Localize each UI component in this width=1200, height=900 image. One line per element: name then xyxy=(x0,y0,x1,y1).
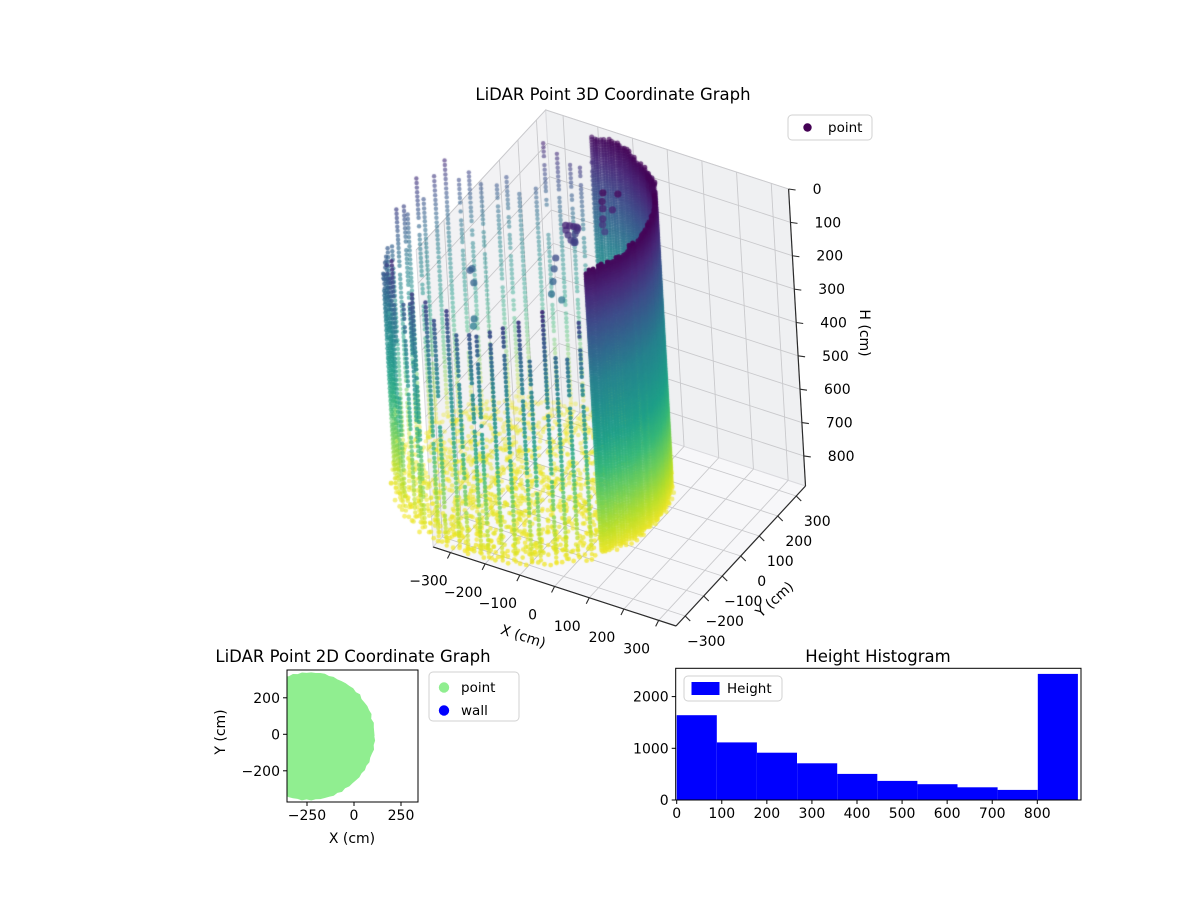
h-tick-mark xyxy=(801,422,809,425)
x-tick-label: −300 xyxy=(409,574,447,590)
x-tick-mark xyxy=(551,586,556,593)
hist-bar xyxy=(877,780,918,800)
y-tick-mark xyxy=(721,575,728,582)
x-tick-label: 100 xyxy=(554,619,581,635)
y-tick-mark xyxy=(777,515,784,522)
x-tick-label-hist: 300 xyxy=(799,806,826,822)
h-tick-label: 800 xyxy=(828,449,855,465)
y-tick-label-hist: 2000 xyxy=(633,690,669,706)
hist-bar xyxy=(676,715,717,800)
x-tick-mark xyxy=(620,608,625,616)
h-tick-mark xyxy=(796,321,804,325)
x-tick-label-hist: 700 xyxy=(979,806,1006,822)
x-tick-label-hist: 800 xyxy=(1024,806,1051,822)
x-tick-label-hist: 400 xyxy=(844,806,871,822)
height-swatch-icon xyxy=(691,682,720,695)
legend-label-wall: wall xyxy=(461,703,488,719)
x-tick-label: −100 xyxy=(479,596,517,612)
legend-label: point xyxy=(828,120,862,136)
y-tick-label: −200 xyxy=(706,614,744,630)
x-tick-label-2d: −250 xyxy=(288,808,326,824)
plot2d-xlabel: X (cm) xyxy=(329,831,375,847)
h-tick-label: 100 xyxy=(814,215,841,231)
h-tick-mark xyxy=(794,288,802,291)
h-tick-mark xyxy=(790,221,798,224)
legend-label-height: Height xyxy=(727,681,772,697)
y-tick-mark xyxy=(795,495,802,502)
point-marker-icon xyxy=(438,682,450,693)
x-tick-label-hist: 0 xyxy=(672,806,681,822)
x-tick-mark xyxy=(516,574,521,582)
h-tick-mark xyxy=(788,188,796,191)
x-tick-mark xyxy=(585,597,590,604)
y-tick-label: 300 xyxy=(804,514,831,530)
h-tick-label: 500 xyxy=(822,349,849,365)
hist-bar xyxy=(997,789,1038,800)
y-tick-label-2d: 200 xyxy=(253,691,280,707)
wall-marker-icon xyxy=(438,705,450,716)
plot3d-title: LiDAR Point 3D Coordinate Graph xyxy=(475,85,750,104)
plot2d-ylabel: Y (cm) xyxy=(213,709,229,755)
y-tick-label: 0 xyxy=(757,574,766,590)
plot3d-xlabel: X (cm) xyxy=(499,622,548,652)
y-tick-mark xyxy=(758,535,765,542)
hist-bar xyxy=(917,784,958,800)
hist-bar xyxy=(1037,673,1078,800)
hist-bar xyxy=(756,752,797,800)
x-tick-mark xyxy=(481,563,486,571)
hist-bar xyxy=(797,763,838,800)
hist-bar xyxy=(837,773,878,800)
x-tick-label: 300 xyxy=(623,641,650,657)
x-tick-label-2d: 250 xyxy=(388,808,415,824)
plot2d-legend[interactable]: point wall xyxy=(428,671,520,722)
y-tick-label-hist: 1000 xyxy=(633,741,669,757)
h-tick-label: 0 xyxy=(813,182,822,198)
x-tick-label: 200 xyxy=(589,630,616,646)
legend-label-point: point xyxy=(461,680,495,696)
y-tick-label: 200 xyxy=(785,534,812,550)
y-tick-label: −300 xyxy=(687,634,725,650)
plot3d-zlabel: H (cm) xyxy=(856,309,872,356)
x-tick-label-hist: 600 xyxy=(934,806,961,822)
h-tick-label: 600 xyxy=(824,382,851,398)
h-tick-mark xyxy=(803,455,811,458)
h-tick-mark xyxy=(799,388,808,391)
h-tick-label: 700 xyxy=(826,416,853,432)
y-tick-label-2d: −200 xyxy=(242,764,280,780)
h-tick-mark xyxy=(798,355,806,358)
histogram-legend[interactable]: Height xyxy=(683,675,783,702)
hist-bar xyxy=(957,787,998,800)
h-tick-mark xyxy=(792,255,800,258)
hist-bar xyxy=(716,742,757,800)
y-tick-label-hist: 0 xyxy=(660,793,669,809)
x-tick-mark xyxy=(446,552,451,559)
plot2d-title: LiDAR Point 2D Coordinate Graph xyxy=(215,647,490,666)
y-tick-mark xyxy=(740,555,747,562)
point-marker-icon xyxy=(803,123,812,132)
x-tick-label-2d: 0 xyxy=(350,808,359,824)
y-tick-mark xyxy=(703,595,710,602)
x-tick-label-hist: 500 xyxy=(889,806,916,822)
x-tick-mark xyxy=(655,620,660,627)
h-tick-label: 300 xyxy=(818,282,845,298)
y-tick-label: 100 xyxy=(767,554,794,570)
x-tick-label-hist: 200 xyxy=(753,806,780,822)
h-tick-label: 400 xyxy=(820,315,847,331)
x-tick-label: −200 xyxy=(444,585,482,601)
y-tick-mark xyxy=(684,615,691,622)
h-tick-label: 200 xyxy=(816,249,843,265)
x-tick-label-hist: 100 xyxy=(708,806,735,822)
plot2d-axes: −250 0 250 200 0 −200 xyxy=(242,669,419,824)
histogram-title: Height Histogram xyxy=(805,647,950,666)
plot3d-legend[interactable]: point xyxy=(787,114,873,141)
y-tick-label-2d: 0 xyxy=(271,727,280,743)
x-tick-label: 0 xyxy=(528,607,537,623)
